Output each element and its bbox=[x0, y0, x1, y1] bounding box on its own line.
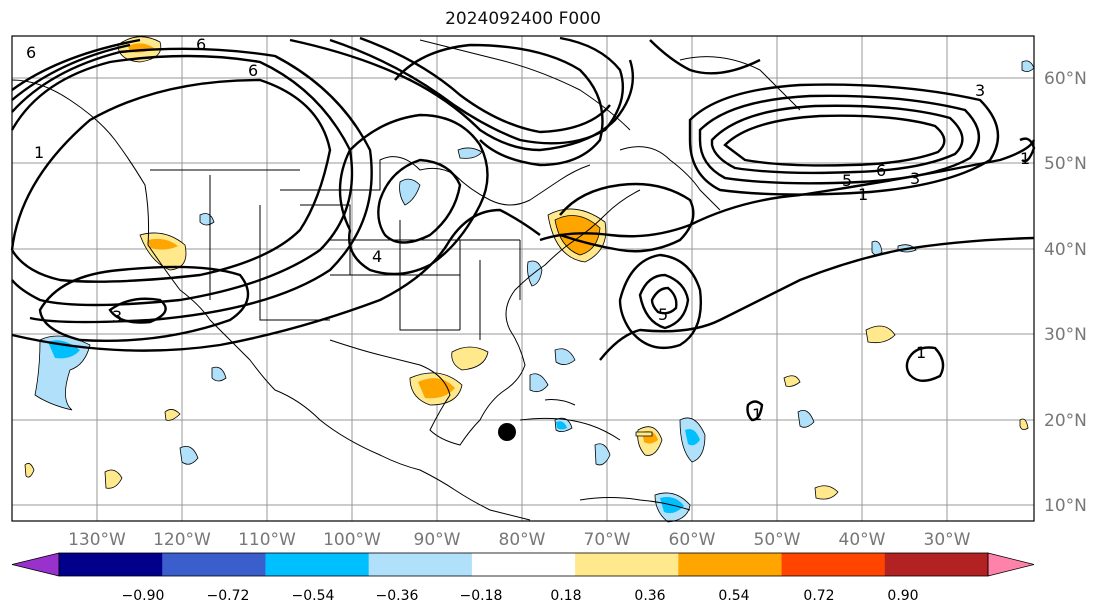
colorbar-segment bbox=[884, 553, 989, 576]
colorbar-tick-label: 0.72 bbox=[803, 588, 834, 604]
colorbar-tick-label: −0.18 bbox=[460, 588, 503, 604]
lon-label: 120°W bbox=[153, 530, 211, 550]
contour-label: 1 bbox=[1020, 149, 1030, 168]
colorbar-tick-label: 0.18 bbox=[550, 588, 581, 604]
contour-label-group: 6 6 6 1 3 4 1 5 6 3 1 5 1 3 1 bbox=[26, 35, 1030, 424]
colorbar-tick-labels: −0.90 −0.72 −0.54 −0.36 −0.18 0.18 0.36 … bbox=[122, 588, 919, 604]
colorbar-segment bbox=[162, 553, 266, 576]
contour-label: 1 bbox=[858, 185, 868, 204]
colorbar-extend-low bbox=[11, 552, 60, 577]
lon-label: 90°W bbox=[414, 530, 461, 550]
contour-label: 5 bbox=[842, 171, 852, 190]
lat-label: 50°N bbox=[1044, 154, 1087, 174]
colorbar-segment bbox=[471, 553, 576, 576]
map-title: 2024092400 F000 bbox=[445, 9, 601, 29]
contour-lines bbox=[10, 36, 1036, 422]
colorbar-tick-label: −0.90 bbox=[122, 588, 165, 604]
colorbar-tick-label: 0.54 bbox=[718, 588, 749, 604]
contour-label: 3 bbox=[910, 169, 920, 188]
contour-label: 1 bbox=[752, 405, 762, 424]
lon-label: 60°W bbox=[669, 530, 716, 550]
colorbar-tick-label: −0.54 bbox=[292, 588, 335, 604]
contour-label: 3 bbox=[112, 307, 122, 326]
lon-label: 80°W bbox=[499, 530, 546, 550]
contour-label: 1 bbox=[34, 143, 44, 162]
contour-label: 6 bbox=[876, 161, 886, 180]
colorbar bbox=[11, 552, 1035, 577]
lat-label: 60°N bbox=[1044, 69, 1087, 89]
contour-label: 6 bbox=[196, 35, 206, 54]
contour-label: 1 bbox=[916, 343, 926, 362]
contour-label: 5 bbox=[658, 305, 668, 324]
contour-label: 6 bbox=[248, 61, 258, 80]
colorbar-tick-label: −0.36 bbox=[376, 588, 419, 604]
lon-label: 100°W bbox=[323, 530, 381, 550]
contour-label: 6 bbox=[26, 43, 36, 62]
storm-position-marker bbox=[498, 423, 516, 441]
lon-label: 70°W bbox=[584, 530, 631, 550]
colorbar-segment bbox=[678, 553, 783, 576]
colorbar-segment bbox=[265, 553, 370, 576]
colorbar-tick-label: 0.36 bbox=[634, 588, 665, 604]
longitude-labels: 130°W 120°W 110°W 100°W 90°W 80°W 70°W 6… bbox=[68, 530, 971, 550]
colorbar-segment bbox=[575, 553, 679, 576]
lat-label: 10°N bbox=[1044, 496, 1087, 516]
lon-label: 50°W bbox=[754, 530, 801, 550]
colorbar-extend-high bbox=[987, 552, 1035, 577]
contour-label: 3 bbox=[975, 81, 985, 100]
map-border bbox=[11, 35, 1035, 522]
lon-label: 40°W bbox=[839, 530, 886, 550]
contour-label: 4 bbox=[372, 247, 382, 266]
lat-label: 20°N bbox=[1044, 411, 1087, 431]
colorbar-tick-label: 0.90 bbox=[887, 588, 918, 604]
lon-label: 130°W bbox=[68, 530, 126, 550]
colorbar-segment bbox=[59, 553, 163, 576]
colorbar-tick-label: −0.72 bbox=[207, 588, 250, 604]
coastlines bbox=[11, 39, 801, 521]
colorbar-segment bbox=[781, 553, 886, 576]
lon-label: 30°W bbox=[924, 530, 971, 550]
lat-label: 30°N bbox=[1044, 325, 1087, 345]
lon-label: 110°W bbox=[238, 530, 296, 550]
colorbar-segment bbox=[368, 553, 473, 576]
graticule bbox=[12, 36, 1034, 521]
latitude-labels: 60°N 50°N 40°N 30°N 20°N 10°N bbox=[1044, 69, 1087, 516]
colorbar-outline bbox=[58, 552, 989, 577]
lat-label: 40°N bbox=[1044, 240, 1087, 260]
